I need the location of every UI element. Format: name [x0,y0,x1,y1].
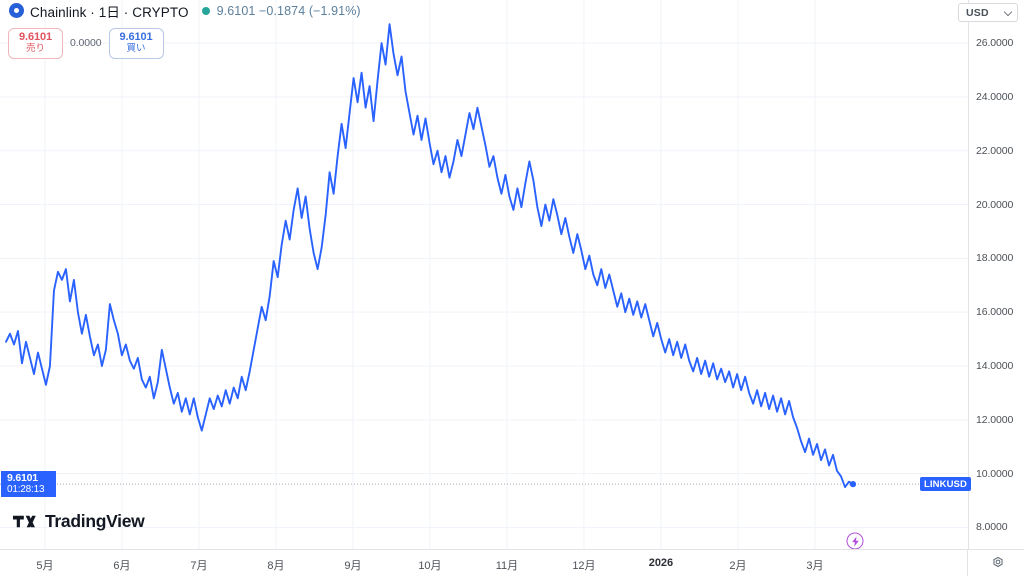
tradingview-branding[interactable]: TradingView [13,511,145,532]
price-axis-tick: 24.0000 [976,90,1014,103]
symbol-price-badge: LINKUSD [920,477,971,492]
price-axis-tick: 16.0000 [976,306,1014,319]
currency-label: USD [966,6,989,19]
price-axis[interactable]: 26.0000 24.0000 22.0000 20.0000 18.0000 16.00… [968,0,1024,549]
symbol-badge-label: LINKUSD [924,478,967,490]
time-axis-tick: 3月 [806,560,824,572]
tradingview-wordmark: TradingView [45,511,145,531]
time-axis-tick: 11月 [495,560,519,572]
price-axis-tick: 22.0000 [976,144,1014,157]
time-axis-tick: 12月 [572,560,596,572]
horizontal-gridlines [0,42,968,528]
chart-settings-gear-icon[interactable] [991,556,1005,570]
time-axis-tick: 9月 [344,560,362,572]
sell-price: 9.6101 [18,30,53,43]
last-price-dot [849,481,857,488]
page-title[interactable]: Chainlink · 1日 · CRYPTO [30,4,189,20]
time-axis-tick: 6月 [113,560,131,572]
chart-plot-area[interactable] [0,0,968,549]
price-axis-tick: 26.0000 [976,37,1014,50]
quote-summary: 9.6101 −0.1874 (−1.91%) [216,3,361,18]
time-axis-tick: 2026 [648,557,674,569]
time-axis-tick: 10月 [418,560,442,572]
last-price-badge[interactable]: 9.6101 01:28:13 [1,471,56,498]
vertical-gridlines [44,0,816,549]
buy-button[interactable]: 9.6101 買い [108,27,164,59]
price-axis-tick: 8.0000 [976,521,1008,534]
time-axis-tick: 8月 [267,560,285,572]
sell-label: 売り [25,43,45,55]
time-axis[interactable]: 5月 6月 7月 8月 9月 10月 11月 12月 2026 2月 3月 [0,549,1024,576]
price-axis-tick: 20.0000 [976,198,1014,211]
lightning-bolt-glyph [851,536,859,546]
chainlink-logo-icon [9,3,24,18]
market-open-dot-icon [201,6,210,15]
trade-buttons-bar: 9.6101 売り 0.0000 9.6101 買い [8,27,164,59]
price-line-chart [0,0,968,549]
axis-divider [967,550,968,576]
price-axis-tick: 18.0000 [976,252,1014,265]
chevron-down-icon [1005,9,1012,16]
price-axis-tick: 14.0000 [976,360,1014,372]
currency-selector[interactable]: USD [958,3,1018,22]
lightning-bolt-icon[interactable] [846,532,864,550]
bar-countdown: 01:28:13 [7,484,45,496]
time-axis-tick: 2月 [729,560,747,572]
time-axis-tick: 7月 [190,560,208,572]
buy-label: 買い [126,43,146,55]
buy-price: 9.6101 [119,30,153,43]
tradingview-logo-icon [13,515,36,528]
last-price-value: 9.6101 [7,472,38,485]
time-axis-tick: 5月 [36,560,54,572]
price-axis-tick: 12.0000 [976,413,1014,426]
chart-header: Chainlink · 1日 · CRYPTO 9.6101 −0.1874 (… [0,0,1024,21]
price-axis-tick: 10.0000 [976,467,1014,480]
price-line-path [5,23,854,489]
spread-value: 0.0000 [70,37,102,49]
sell-button[interactable]: 9.6101 売り [8,27,63,59]
